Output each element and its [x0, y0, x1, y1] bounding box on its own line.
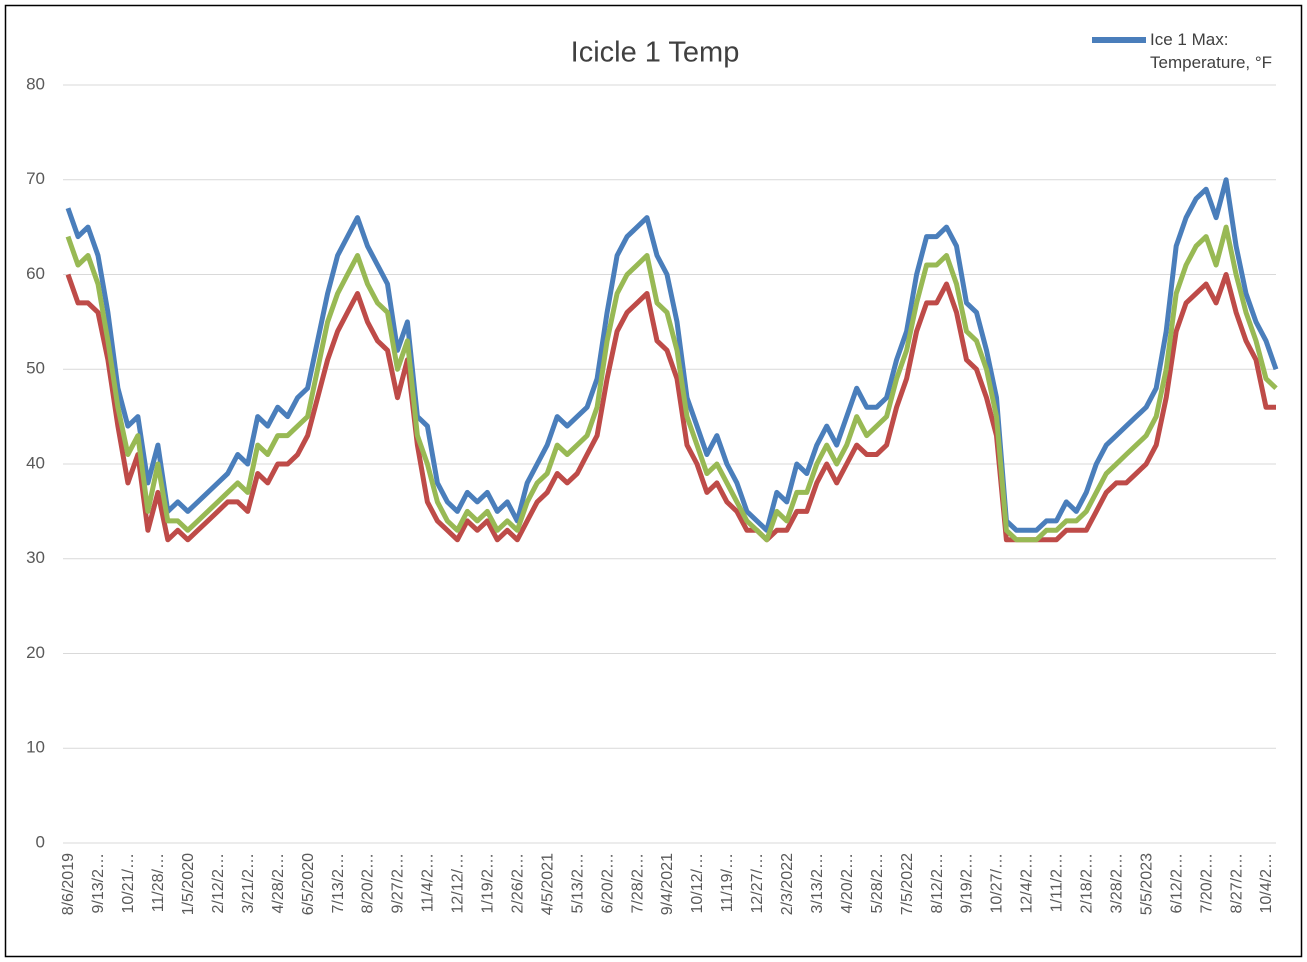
x-tick-label: 6/12/2…: [1168, 853, 1185, 913]
x-tick-label: 5/28/2…: [869, 853, 886, 913]
y-tick-label: 0: [36, 832, 45, 851]
x-tick-label: 5/5/2023: [1138, 853, 1155, 915]
y-tick-label: 60: [26, 264, 45, 283]
x-tick-label: 10/21/…: [120, 853, 137, 913]
y-tick-label: 70: [26, 169, 45, 188]
x-tick-label: 8/27/2…: [1228, 853, 1245, 913]
x-tick-label: 9/27/2…: [390, 853, 407, 913]
x-tick-label: 4/5/2021: [539, 853, 556, 915]
x-tick-label: 10/12/…: [689, 853, 706, 913]
series-line: [65, 272, 1276, 543]
x-tick-label: 3/28/2…: [1108, 853, 1125, 913]
x-tick-label: 10/4/2…: [1258, 853, 1275, 913]
x-tick-label: 4/28/2…: [270, 853, 287, 913]
y-tick-label: 30: [26, 548, 45, 567]
x-tick-label: 7/20/2…: [1198, 853, 1215, 913]
y-tick-label: 10: [26, 738, 45, 757]
series-line: [65, 224, 1278, 543]
x-tick-label: 2/26/2…: [509, 853, 526, 913]
x-tick-label: 12/4/2…: [1019, 853, 1036, 913]
x-tick-label: 11/19/…: [719, 853, 736, 912]
x-tick-label: 10/27/…: [989, 853, 1006, 913]
x-tick-label: 2/12/2…: [210, 853, 227, 913]
x-tick-label: 8/6/2019: [60, 853, 77, 915]
x-tick-label: 9/13/2…: [90, 853, 107, 913]
x-tick-label: 1/19/2…: [480, 853, 497, 913]
x-tick-label: 12/12/…: [450, 853, 467, 913]
x-tick-label: 7/28/2…: [629, 853, 646, 913]
x-tick-label: 8/12/2…: [929, 853, 946, 913]
chart-frame: [4, 4, 1303, 958]
x-tick-label: 5/13/2…: [569, 853, 586, 913]
x-tick-label: 12/27/…: [749, 853, 766, 913]
x-tick-label: 11/28/…: [150, 853, 167, 912]
x-tick-label: 1/5/2020: [180, 853, 197, 915]
y-tick-label: 50: [26, 359, 45, 378]
x-tick-label: 1/11/2…: [1049, 853, 1066, 912]
x-tick-label: 2/3/2022: [779, 853, 796, 915]
x-tick-label: 7/5/2022: [899, 853, 916, 915]
x-tick-label: 2/18/2…: [1079, 853, 1096, 913]
chart-title: Icicle 1 Temp: [571, 37, 740, 69]
legend-label: Ice 1 Max: Temperature, °F: [1150, 30, 1273, 72]
y-tick-label: 40: [26, 453, 45, 472]
x-tick-label: 3/13/2…: [809, 853, 826, 913]
x-tick-label: 6/20/2…: [599, 853, 616, 913]
x-tick-label: 8/20/2…: [360, 853, 377, 913]
x-tick-label: 4/20/2…: [839, 853, 856, 913]
x-tick-label: 11/4/2…: [420, 853, 437, 912]
y-tick-label: 80: [26, 74, 45, 93]
x-tick-label: 9/4/2021: [659, 853, 676, 915]
series-line: [65, 177, 1279, 533]
x-tick-label: 7/13/2…: [330, 853, 347, 913]
y-tick-label: 20: [26, 643, 45, 662]
x-tick-label: 9/19/2…: [959, 853, 976, 913]
x-tick-label: 3/21/2…: [240, 853, 257, 913]
x-tick-label: 6/5/2020: [300, 853, 317, 915]
